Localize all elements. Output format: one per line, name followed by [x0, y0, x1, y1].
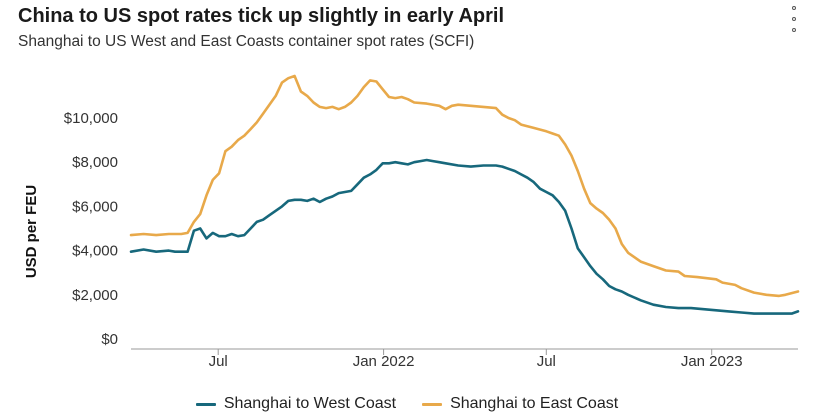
- x-tick-label: Jan 2022: [353, 353, 415, 370]
- x-tick-label: Jul: [209, 353, 228, 370]
- series-line-west-coast: [129, 158, 800, 315]
- legend-swatch-west: [195, 402, 216, 406]
- series-line-east-coast: [129, 74, 800, 298]
- x-tick-label: Jan 2023: [681, 353, 743, 370]
- legend-label-east: Shanghai to East Coast: [450, 395, 619, 412]
- legend-item-east[interactable]: Shanghai to East Coast: [422, 395, 618, 413]
- y-tick-label: $4,000: [72, 243, 118, 260]
- chart-legend: Shanghai to West Coast Shanghai to East …: [0, 395, 814, 413]
- vertical-ellipsis-icon[interactable]: [788, 6, 800, 32]
- y-tick-label: $6,000: [72, 198, 118, 215]
- chart-subtitle: Shanghai to US West and East Coasts cont…: [18, 33, 475, 50]
- chart-title: China to US spot rates tick up slightly …: [18, 5, 505, 27]
- y-tick-label: $8,000: [72, 154, 118, 171]
- y-axis-label: USD per FEU: [23, 185, 40, 278]
- legend-label-west: Shanghai to West Coast: [223, 395, 397, 412]
- x-tick-label: Jul: [537, 353, 556, 370]
- legend-item-west[interactable]: Shanghai to West Coast: [195, 395, 397, 413]
- y-tick-label: $10,000: [64, 110, 118, 127]
- y-tick-label: $2,000: [72, 287, 118, 304]
- legend-swatch-east: [422, 402, 443, 406]
- line-chart: $0 $2,000 $4,000 $6,000 $8,000 $10,000 Jul Jan …: [23, 74, 800, 370]
- y-tick-label: $0: [101, 331, 118, 348]
